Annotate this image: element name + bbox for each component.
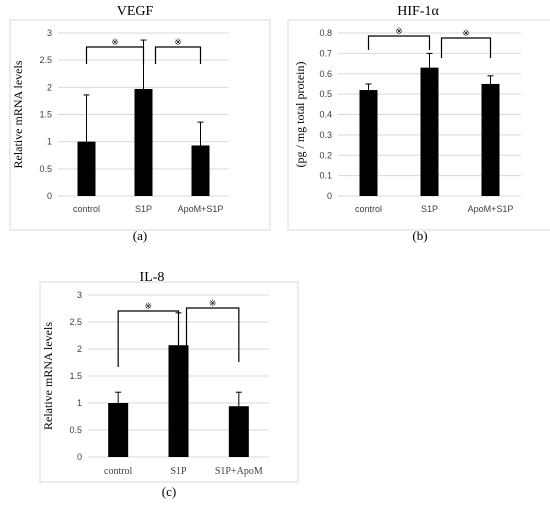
y-tick-label: 0.7	[319, 48, 332, 58]
y-tick-label: 2.5	[39, 55, 52, 65]
significance-marker: ※	[174, 38, 182, 48]
y-tick-label: 1.5	[69, 371, 82, 381]
bar	[191, 145, 210, 196]
x-tick-label: S1P+ApoM	[215, 466, 263, 477]
significance-bracket	[185, 307, 240, 362]
y-tick-label: 0.5	[69, 425, 82, 435]
y-axis-label: (pg / mg total protein)	[293, 62, 307, 168]
significance-marker: ※	[111, 38, 119, 48]
y-axis-label: Relative mRNA levels	[41, 322, 55, 430]
y-tick-label: 0	[47, 191, 52, 201]
panel-label: (b)	[412, 228, 427, 243]
y-tick-label: 2	[47, 82, 52, 92]
significance-marker: ※	[395, 27, 403, 37]
significance-bracket	[117, 310, 180, 367]
y-tick-label: 1.5	[39, 110, 52, 120]
y-tick-label: 0.3	[319, 130, 332, 140]
chart-title: VEGF	[117, 4, 154, 19]
bar	[228, 406, 249, 457]
y-tick-label: 3	[77, 290, 82, 300]
x-tick-label: control	[104, 466, 133, 477]
y-tick-label: 0	[327, 191, 332, 201]
significance-marker: ※	[462, 29, 470, 39]
x-tick-label: control	[355, 204, 382, 214]
y-tick-label: 0.4	[319, 110, 332, 120]
bar	[108, 403, 129, 457]
x-tick-label: ApoM+S1P	[178, 204, 224, 214]
y-tick-label: 3	[47, 28, 52, 38]
y-tick-label: 0	[77, 452, 82, 462]
chart-title: IL-8	[140, 270, 165, 285]
x-tick-label: S1P	[421, 204, 438, 214]
y-tick-label: 0.2	[319, 150, 332, 160]
panel-label: (a)	[133, 228, 147, 243]
significance-bracket	[154, 46, 202, 64]
significance-bracket	[440, 37, 492, 58]
y-tick-label: 1	[77, 398, 82, 408]
bar	[481, 83, 500, 196]
panel-label: (c)	[162, 484, 176, 499]
y-axis-label: Relative mRNA levels	[11, 60, 25, 168]
y-tick-label: 0.6	[319, 69, 332, 79]
bar	[168, 345, 189, 457]
chart-title: HIF-1α	[397, 4, 439, 19]
y-tick-label: 0.5	[319, 89, 332, 99]
y-tick-label: 2.5	[69, 317, 82, 327]
bar	[420, 67, 439, 196]
x-tick-label: ApoM+S1P	[468, 204, 514, 214]
significance-bracket	[85, 46, 145, 64]
x-tick-label: control	[73, 204, 100, 214]
significance-marker: ※	[209, 299, 217, 309]
y-tick-label: 2	[77, 344, 82, 354]
x-tick-label: S1P	[170, 466, 187, 477]
bar	[359, 90, 378, 196]
y-tick-label: 0.8	[319, 28, 332, 38]
bar	[134, 88, 153, 196]
x-tick-label: S1P	[135, 204, 152, 214]
y-tick-label: 1	[47, 137, 52, 147]
chart-frame-1	[287, 19, 550, 231]
bar	[77, 141, 96, 196]
significance-bracket	[367, 35, 431, 50]
y-tick-label: 0.5	[39, 164, 52, 174]
y-tick-label: 0.1	[319, 171, 332, 181]
significance-marker: ※	[145, 302, 153, 312]
